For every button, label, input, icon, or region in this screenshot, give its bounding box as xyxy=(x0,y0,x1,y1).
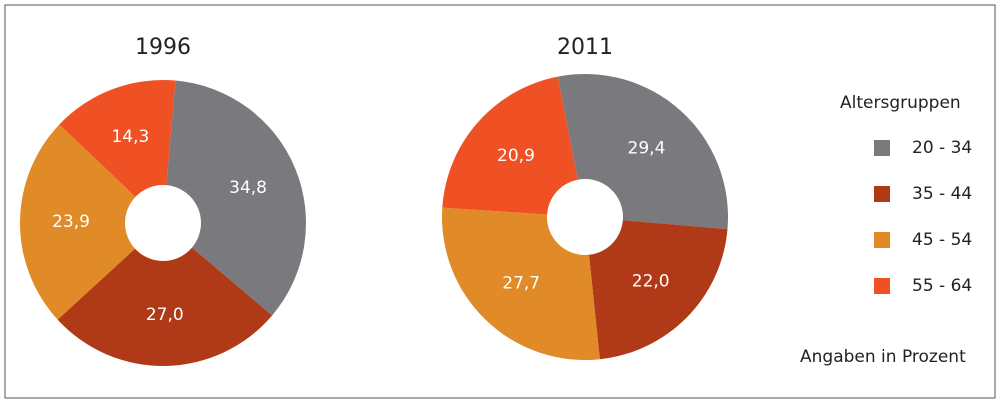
slice xyxy=(441,207,600,360)
legend-label: 35 - 44 xyxy=(912,184,972,204)
slice xyxy=(59,80,176,197)
data-label: 22,0 xyxy=(632,271,670,291)
frame xyxy=(4,4,996,399)
legend-swatch xyxy=(874,140,890,156)
note: Angaben in Prozent xyxy=(800,347,966,367)
legend-title: Altersgruppen xyxy=(840,93,961,113)
legend-label: 55 - 64 xyxy=(912,276,972,296)
data-label: 14,3 xyxy=(111,127,149,147)
slice xyxy=(166,80,306,316)
legend-swatch xyxy=(874,278,890,294)
data-label: 29,4 xyxy=(628,139,666,159)
slice xyxy=(588,220,728,360)
legend-label: 20 - 34 xyxy=(912,138,972,158)
data-label: 20,9 xyxy=(497,146,535,166)
data-label: 27,0 xyxy=(146,305,184,325)
chart-title: 1996 xyxy=(135,35,191,60)
data-label: 34,8 xyxy=(229,178,267,198)
slice xyxy=(57,247,273,366)
slice xyxy=(19,124,136,320)
slice xyxy=(442,76,578,215)
legend-label: 45 - 54 xyxy=(912,230,972,250)
data-label: 23,9 xyxy=(52,212,90,232)
slice xyxy=(557,73,728,230)
data-label: 27,7 xyxy=(502,273,540,293)
legend-swatch xyxy=(874,186,890,202)
legend-swatch xyxy=(874,232,890,248)
chart-title: 2011 xyxy=(557,35,613,60)
